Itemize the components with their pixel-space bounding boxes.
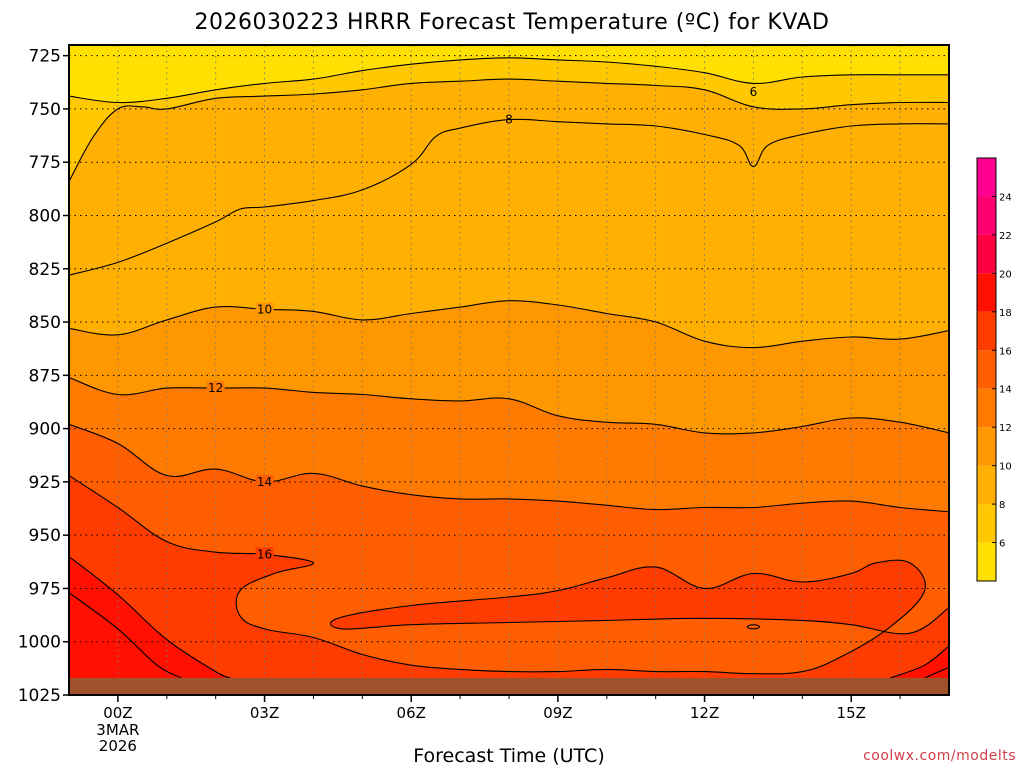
contour-6-0 — [69, 57, 949, 104]
colorbar-tick-label: 22 — [999, 231, 1012, 242]
ground-fill — [69, 677, 949, 695]
y-tick-label: 825 — [29, 260, 61, 280]
x-axis-label: Forecast Time (UTC) — [413, 745, 604, 767]
contour-label-6: 6 — [750, 85, 758, 99]
y-tick-label: 975 — [29, 579, 61, 599]
contour-label-bg — [206, 381, 225, 395]
contour-16-6 — [69, 475, 949, 675]
y-tick-label: 1025 — [18, 686, 61, 706]
band-above-14 — [69, 424, 949, 695]
colorbar-frame — [976, 157, 997, 582]
contour-8-1 — [69, 78, 949, 182]
colorbar-tick-label: 18 — [999, 308, 1012, 319]
x-tick-label: 03Z — [250, 704, 279, 722]
colorbar-swatch-14 — [977, 350, 996, 389]
temperature-bands — [69, 45, 949, 695]
contour-14-5 — [69, 423, 949, 513]
band-above-18 — [69, 556, 231, 695]
y-tick-label: 775 — [29, 153, 61, 173]
colorbar-tick-label: 6 — [999, 539, 1005, 550]
colorbar-swatch-20 — [977, 234, 996, 274]
colorbar-tick-label: 14 — [999, 385, 1012, 396]
colorbar-swatch-4 — [977, 542, 996, 581]
y-tick-label: 750 — [29, 100, 61, 120]
contour-8-2 — [69, 118, 949, 276]
contour-label-10: 10 — [257, 302, 272, 316]
x-tick-label: 15Z — [837, 704, 866, 722]
contour-20-10 — [924, 666, 949, 679]
y-tick-label: 950 — [29, 526, 61, 546]
contour-20-9 — [69, 592, 182, 679]
contour-label-14: 14 — [257, 475, 272, 489]
colorbar-tick-label: 10 — [999, 462, 1012, 473]
colorbar-swatch-6 — [977, 504, 996, 543]
contour-label-bg — [255, 474, 274, 488]
grid-lines — [69, 45, 949, 695]
contour-label-bg — [744, 84, 763, 98]
colorbar-tick-label: 8 — [999, 500, 1005, 511]
colorbar-tick-label: 20 — [999, 269, 1012, 280]
colorbar-tick-label: 16 — [999, 346, 1012, 357]
colorbar-swatch-8 — [977, 465, 996, 505]
y-tick-label: 725 — [29, 47, 61, 67]
pressure-axis: 725 750 775 800 825 850 875 900 925 950 975 1000 102… — [18, 47, 69, 706]
colorbar-swatch-16 — [977, 311, 996, 351]
colorbar-tick-label: 24 — [999, 192, 1012, 203]
colorbar-swatch-22 — [977, 196, 996, 235]
y-tick-label: 900 — [29, 420, 61, 440]
x-tick-label: 06Z — [397, 704, 426, 722]
contour-label-bg — [255, 547, 274, 561]
chart-title: 2026030223 HRRR Forecast Temperature (ºC… — [195, 10, 830, 35]
contour-18-7 — [69, 556, 231, 679]
contour-label-bg — [255, 302, 274, 316]
contour-10-3 — [69, 300, 949, 349]
x-tick-sublabel: 3MAR — [96, 721, 139, 739]
colorbar-swatch-10 — [977, 427, 996, 466]
y-tick-label: 925 — [29, 473, 61, 493]
contour-label-12: 12 — [208, 381, 223, 395]
colorbar-tick-label: 12 — [999, 423, 1012, 434]
x-tick-sublabel: 2026 — [99, 737, 137, 755]
colorbar-legend: 6 8 10 12 14 16 18 20 22 24 — [976, 157, 1012, 582]
x-tick-label: 09Z — [543, 704, 572, 722]
band-above-16 — [69, 475, 949, 695]
y-tick-label: 800 — [29, 206, 61, 226]
ground-surface — [69, 677, 949, 695]
colorbar-swatch-12 — [977, 388, 996, 428]
y-tick-label: 875 — [29, 366, 61, 386]
contour-ring — [746, 624, 760, 630]
colorbar-swatch-18 — [977, 273, 996, 312]
y-tick-label: 1000 — [18, 633, 61, 653]
x-tick-label: 12Z — [690, 704, 719, 722]
x-tick-label: 00Z — [103, 704, 132, 722]
credit-link[interactable]: coolwx.com/modelts — [863, 748, 1016, 764]
y-tick-label: 850 — [29, 313, 61, 333]
contour-18-8 — [890, 645, 949, 679]
contour-label-16: 16 — [257, 547, 272, 561]
colorbar-swatch-24 — [977, 158, 996, 197]
